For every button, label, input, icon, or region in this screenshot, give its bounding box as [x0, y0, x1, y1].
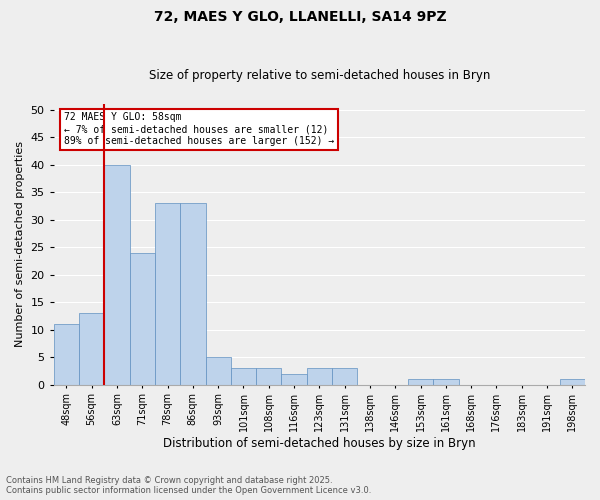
Bar: [256, 368, 281, 384]
Bar: [155, 203, 180, 384]
Bar: [281, 374, 307, 384]
Bar: [130, 252, 155, 384]
Bar: [231, 368, 256, 384]
Bar: [206, 357, 231, 384]
Bar: [104, 164, 130, 384]
Bar: [54, 324, 79, 384]
Text: 72 MAES Y GLO: 58sqm
← 7% of semi-detached houses are smaller (12)
89% of semi-d: 72 MAES Y GLO: 58sqm ← 7% of semi-detach…: [64, 112, 335, 146]
Bar: [307, 368, 332, 384]
Title: Size of property relative to semi-detached houses in Bryn: Size of property relative to semi-detach…: [149, 69, 490, 82]
Bar: [408, 379, 433, 384]
Bar: [79, 313, 104, 384]
Bar: [433, 379, 458, 384]
X-axis label: Distribution of semi-detached houses by size in Bryn: Distribution of semi-detached houses by …: [163, 437, 476, 450]
Bar: [332, 368, 358, 384]
Text: 72, MAES Y GLO, LLANELLI, SA14 9PZ: 72, MAES Y GLO, LLANELLI, SA14 9PZ: [154, 10, 446, 24]
Y-axis label: Number of semi-detached properties: Number of semi-detached properties: [15, 142, 25, 348]
Bar: [180, 203, 206, 384]
Bar: [560, 379, 585, 384]
Text: Contains HM Land Registry data © Crown copyright and database right 2025.
Contai: Contains HM Land Registry data © Crown c…: [6, 476, 371, 495]
